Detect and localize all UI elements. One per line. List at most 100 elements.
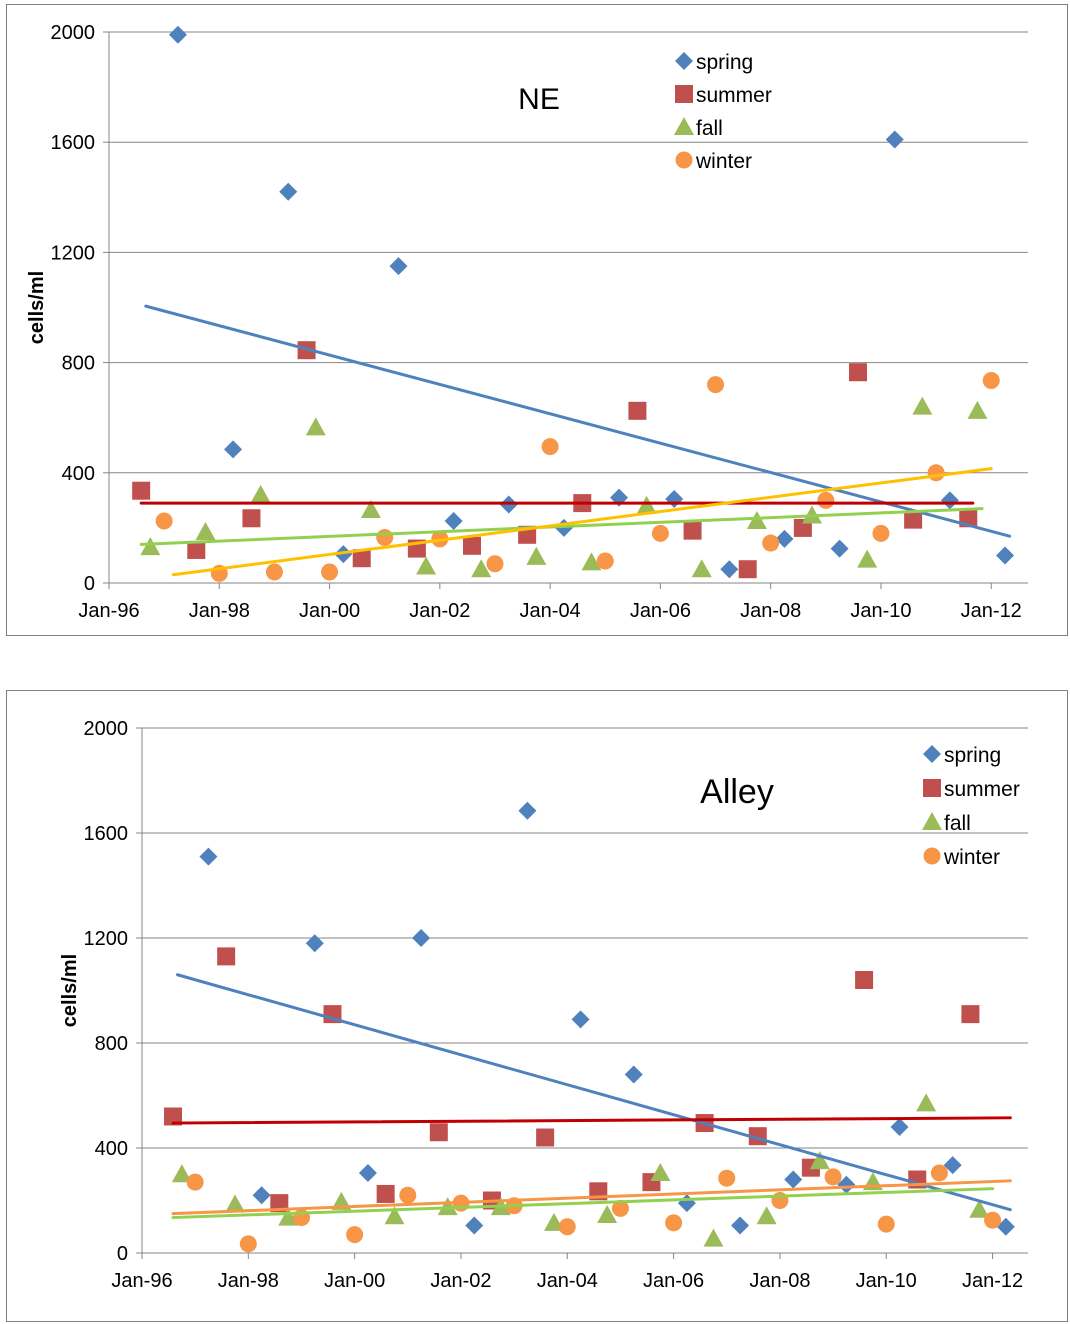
legend-item-summer: summer — [923, 778, 1020, 801]
summer-point — [187, 540, 206, 559]
winter-point — [596, 552, 614, 570]
spring-point — [279, 182, 298, 201]
fall-point — [746, 511, 767, 530]
x-tick-label: Jan-10 — [856, 1270, 917, 1292]
spring-point — [168, 25, 187, 44]
x-tick-label: Jan-98 — [218, 1270, 279, 1292]
trendline-winter — [171, 1179, 1012, 1216]
x-tick-label: Jan-02 — [430, 1270, 491, 1292]
x-tick-label: Jan-98 — [189, 600, 250, 622]
spring-point — [943, 1156, 962, 1175]
winter-point — [346, 1226, 364, 1244]
summer-point — [270, 1194, 289, 1213]
trendline-spring — [175, 973, 1012, 1212]
winter-point — [376, 529, 394, 547]
fall-point — [650, 1162, 671, 1181]
x-tick-label: Jan-00 — [324, 1270, 385, 1292]
y-axis-title: cells/ml — [59, 954, 81, 1027]
x-tick-label: Jan-08 — [749, 1270, 810, 1292]
legend-marker-summer — [675, 85, 693, 103]
summer-point — [628, 401, 647, 420]
x-tick-label: Jan-12 — [962, 1270, 1023, 1292]
legend-label: spring — [696, 51, 753, 74]
fall-point — [416, 556, 437, 575]
x-tick-label: Jan-04 — [537, 1270, 598, 1292]
winter-point — [930, 1164, 948, 1182]
spring-point — [389, 257, 408, 276]
fall-point — [809, 1151, 830, 1170]
legend-label: fall — [696, 117, 723, 140]
winter-point — [239, 1235, 257, 1253]
spring-point — [996, 546, 1015, 565]
fall-point — [140, 537, 161, 556]
x-tick-label: Jan-96 — [78, 600, 139, 622]
summer-point — [683, 521, 702, 540]
legend-marker-winter — [675, 151, 693, 169]
legend-item-spring: spring — [923, 744, 1001, 767]
trendline-winter — [171, 467, 993, 577]
spring-point — [305, 934, 324, 953]
chart-ne: 0 400 800 1200 1600 2000 Jan-96 Jan-98 Jan-00 Jan… — [6, 4, 1068, 636]
summer-point — [904, 510, 923, 529]
chart-title: NE — [518, 83, 560, 116]
spring-point — [940, 491, 959, 510]
spring-point — [775, 529, 794, 548]
legend-marker-summer — [923, 779, 941, 797]
series-fall — [171, 1093, 990, 1247]
winter-point — [665, 1214, 683, 1232]
y-tick-label: 1200 — [84, 928, 129, 950]
summer-point — [855, 971, 874, 989]
fall-point — [305, 417, 326, 436]
summer-point — [242, 509, 261, 528]
fall-point — [756, 1206, 777, 1225]
legend-marker-fall — [674, 117, 694, 135]
fall-point — [916, 1093, 937, 1112]
fall-point — [636, 495, 657, 514]
winter-point — [982, 372, 1000, 390]
fall-point — [857, 549, 878, 568]
legend-item-spring: spring — [675, 51, 753, 74]
y-tick-label: 0 — [84, 573, 95, 595]
summer-point — [738, 560, 757, 579]
y-tick-label: 0 — [117, 1243, 128, 1265]
x-tick-label: Jan-02 — [409, 600, 470, 622]
legend: spring summer fall winter — [922, 744, 1020, 869]
chart-title: Alley — [700, 773, 774, 811]
x-tick-label: Jan-00 — [299, 600, 360, 622]
fall-point — [969, 1199, 990, 1218]
summer-point — [352, 549, 371, 568]
series-winter — [186, 1164, 1002, 1253]
summer-point — [848, 363, 867, 382]
spring-point — [224, 440, 243, 459]
fall-point — [225, 1194, 246, 1213]
legend-label: summer — [944, 778, 1020, 801]
legend-item-winter: winter — [675, 150, 752, 173]
fall-point — [278, 1207, 299, 1226]
trendline-fall — [171, 1187, 995, 1220]
summer-point — [429, 1123, 448, 1142]
legend-marker-fall — [922, 812, 942, 830]
y-axis-title: cells/ml — [26, 271, 48, 344]
spring-point — [465, 1216, 484, 1235]
legend-item-summer: summer — [675, 84, 772, 107]
fall-point — [171, 1164, 192, 1183]
series-winter — [155, 372, 1000, 582]
spring-point — [412, 929, 431, 947]
x-tick-label: Jan-12 — [961, 600, 1022, 622]
legend-label: spring — [944, 744, 1001, 767]
y-tick-label: 800 — [62, 353, 95, 375]
fall-point — [437, 1197, 458, 1216]
legend-item-winter: winter — [923, 846, 1000, 869]
spring-point — [358, 1163, 377, 1182]
fall-point — [331, 1191, 352, 1210]
summer-point — [536, 1128, 555, 1147]
spring-point — [199, 847, 218, 866]
spring-point — [830, 539, 849, 558]
trendline-summer — [171, 1116, 1012, 1125]
y-tick-label: 1600 — [51, 132, 96, 154]
summer-point — [132, 481, 151, 500]
x-tick-label: Jan-08 — [740, 600, 801, 622]
spring-point — [837, 1175, 856, 1194]
spring-point — [784, 1170, 803, 1189]
chart-ne-svg: 0 400 800 1200 1600 2000 Jan-96 Jan-98 Jan-00 Jan… — [26, 22, 1028, 622]
